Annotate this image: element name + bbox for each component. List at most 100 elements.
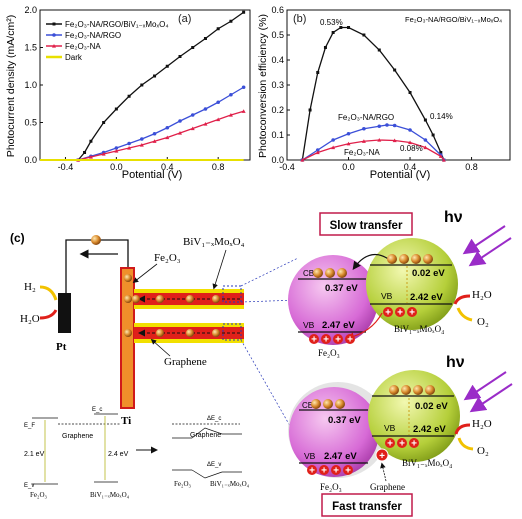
hole-sign: + <box>397 308 403 319</box>
chart-a-legend-marker <box>52 44 56 48</box>
slow-transfer-label: Slow transfer <box>330 220 403 232</box>
chart-a-point <box>165 125 170 130</box>
chart-b: (b) Potential (V) Photoconversion effici… <box>257 5 511 181</box>
chart-b-point <box>408 128 412 132</box>
hv-bottom-label: hν <box>446 354 465 371</box>
h2o-path <box>39 309 58 320</box>
chart-b-xlabel: Potential (V) <box>370 169 431 181</box>
electron-ball <box>186 329 194 337</box>
o2-top-path <box>456 307 473 322</box>
chart-a-point <box>203 122 208 126</box>
bi-label-top: BiV₁₋ₓMoₓO₄ <box>394 324 444 334</box>
chart-b-point <box>300 158 305 162</box>
chart-b-point <box>362 126 366 131</box>
band-diagram: E_F E_v E_c Graphene 2.1 eV 2.4 eV Fe₂O₃… <box>24 407 250 499</box>
chart-a-y-tick-label: 2.0 <box>24 5 37 15</box>
h2o-top-path <box>453 294 471 305</box>
electron-ball <box>399 254 409 264</box>
electron-ball <box>389 385 399 395</box>
chart-a-point <box>114 146 119 150</box>
chart-a-y-tick-label: 0.5 <box>24 118 37 128</box>
graphene-hole-sign: + <box>379 451 385 462</box>
zoom-box-top <box>222 285 242 303</box>
fe2o3-label: Fe₂O₃ <box>154 252 181 264</box>
chart-a-y-tick-label: 0.0 <box>24 155 37 165</box>
chart-b-point <box>385 123 389 127</box>
external-wire <box>65 239 129 293</box>
bivo4-pointer <box>212 249 227 290</box>
chart-a: (a) Potential (V) Photocurrent density (… <box>5 5 251 181</box>
pt-label: Pt <box>56 341 67 353</box>
electron-ball <box>212 329 220 337</box>
hole-sign: + <box>309 466 315 477</box>
fe2o3-sphere-top <box>288 255 378 345</box>
hole-sign: + <box>387 439 393 450</box>
chart-a-point <box>229 92 233 97</box>
fe-vb-label-bottom: VB <box>304 451 316 461</box>
chart-b-annotation-red-value: 0.08% <box>400 144 423 153</box>
fe-label-top: Fe₂O₃ <box>318 348 340 358</box>
h2o-bottom-label: H₂O <box>472 418 492 430</box>
chart-a-point <box>229 19 233 23</box>
chart-b-annotation-black-label: Fe₂O₃-NA/RGO/BiV₁₋ₓMoₓO₄ <box>405 15 502 24</box>
band-fe-label: Fe₂O₃ <box>30 491 47 499</box>
fe-vb-label-top: VB <box>303 320 315 330</box>
chart-a-point <box>165 135 170 140</box>
chart-a-point <box>83 151 87 154</box>
chart-b-point <box>423 118 427 122</box>
chart-a-point <box>140 137 144 141</box>
ti-substrate <box>120 267 135 409</box>
chart-a-point <box>242 10 246 14</box>
electron-ball-wire <box>91 235 101 245</box>
heterojunction-top: CB 0.37 eV VB 2.47 eV 0.02 eV VB 2.42 eV… <box>288 238 492 358</box>
chart-a-point <box>190 126 195 131</box>
chart-b-point <box>323 46 327 49</box>
electron-ball <box>387 254 397 264</box>
hole-sign: + <box>323 335 329 346</box>
chart-a-xlabel: Potential (V) <box>122 169 183 181</box>
chart-a-y-tick-label: 1.5 <box>24 43 37 53</box>
chart-a-point <box>191 46 195 49</box>
chart-b-point <box>441 158 446 162</box>
chart-a-ylabel: Photocurrent density (mA/cm²) <box>5 15 17 157</box>
band2-delta-v: ΔE_v <box>207 462 221 468</box>
chart-b-point <box>439 151 443 154</box>
chart-b-point <box>346 141 351 146</box>
chart-a-x-tick-label: 0.0 <box>110 162 123 172</box>
chart-a-point <box>178 55 182 58</box>
electron-ball <box>323 399 333 409</box>
bi-label-bottom: BiV₁₋ₓMoₓO₄ <box>402 458 452 468</box>
electron-ball <box>124 274 132 282</box>
hole <box>343 465 353 475</box>
chart-a-point <box>241 109 246 113</box>
chart-a-point <box>88 155 93 159</box>
fe-cb-label-bottom: CB <box>302 401 313 410</box>
hole-sign: + <box>335 335 341 346</box>
electron-ball <box>132 295 140 303</box>
electron-ball <box>156 295 164 303</box>
fe-cb-energy-top: 0.37 eV <box>325 283 358 294</box>
chart-b-annotation-blue-label: Fe₂O₃-NA/RGO <box>338 113 394 122</box>
fe2o3-pointer <box>132 263 158 283</box>
bi-vb-label-bottom: VB <box>384 423 396 433</box>
hole <box>397 438 407 448</box>
chart-b-point <box>361 139 366 143</box>
zoom-box-bottom <box>222 323 242 341</box>
chart-a-point <box>228 113 233 117</box>
chart-a-point <box>216 100 220 105</box>
graphene-pointer <box>150 338 171 357</box>
chart-b-point <box>423 145 428 150</box>
chart-b-point <box>316 71 320 74</box>
hole <box>333 334 343 344</box>
graphene-label: Graphene <box>164 356 207 368</box>
electron-ball <box>425 385 435 395</box>
chart-b-point <box>377 48 381 52</box>
light-arrow-top-2 <box>468 237 512 267</box>
hole-sign: + <box>347 335 353 346</box>
light-arrow-bottom-1 <box>463 371 507 401</box>
chart-a-point <box>114 107 118 111</box>
hole <box>309 334 319 344</box>
bi-vb-energy-bottom: 2.42 eV <box>413 424 446 435</box>
h2-bubble-path <box>39 285 58 301</box>
